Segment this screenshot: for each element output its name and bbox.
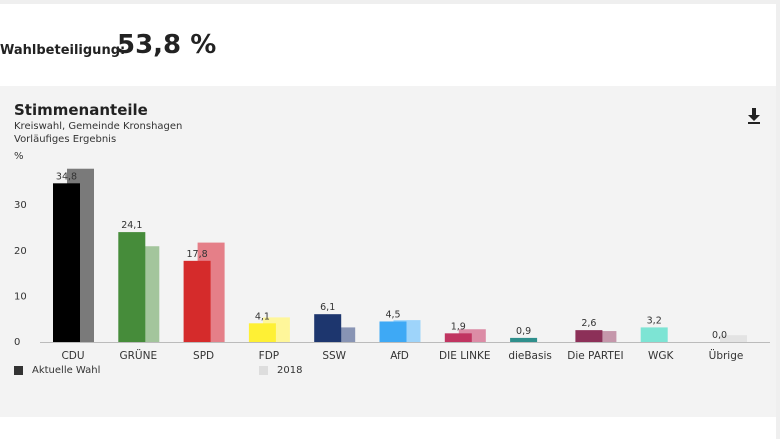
legend-previous[interactable]: 2018 bbox=[259, 365, 302, 376]
bar-current-fdp bbox=[248, 323, 276, 342]
legend-swatch-current bbox=[14, 366, 23, 375]
legend-swatch-previous bbox=[259, 366, 268, 375]
x-tick-label: DIE LINKE bbox=[439, 350, 490, 362]
data-label: 34,8 bbox=[56, 171, 77, 182]
data-label: 4,5 bbox=[385, 309, 400, 320]
bar-2018-übrige bbox=[720, 335, 747, 342]
y-tick-label: 20 bbox=[14, 246, 27, 257]
bar-current-ssw bbox=[314, 314, 342, 342]
x-tick-label: SSW bbox=[322, 350, 346, 362]
data-label: 6,1 bbox=[320, 302, 335, 313]
x-tick-label: WGK bbox=[648, 350, 675, 362]
turnout-label: Wahlbeteiligung: bbox=[0, 43, 126, 58]
y-tick-label: 10 bbox=[14, 291, 27, 302]
turnout-value: 53,8 % bbox=[117, 30, 217, 60]
bottom-strip bbox=[0, 417, 776, 439]
x-tick-label: SPD bbox=[193, 350, 214, 362]
bar-chart: 0 10 20 30 34,8 CDU 24,1 GRÜNE 17,8 SPD 4,1 FDP 6,1 S… bbox=[14, 168, 770, 362]
bar-current-cdu bbox=[53, 183, 80, 342]
chart-subtitle-status: Vorläufiges Ergebnis bbox=[14, 134, 117, 145]
data-label: 1,9 bbox=[451, 321, 466, 332]
chart-title: Stimmenanteile bbox=[14, 101, 148, 119]
x-tick-label: Die PARTEI bbox=[567, 350, 623, 362]
data-label: 0,9 bbox=[516, 326, 531, 337]
download-icon[interactable] bbox=[746, 107, 762, 125]
x-tick-label: FDP bbox=[259, 350, 279, 362]
x-tick-label: CDU bbox=[61, 350, 84, 362]
y-tick-label: 30 bbox=[14, 200, 27, 211]
data-label: 4,1 bbox=[255, 311, 270, 322]
legend-label-previous: 2018 bbox=[277, 365, 303, 376]
y-axis-unit: % bbox=[14, 151, 24, 162]
turnout-panel bbox=[0, 4, 776, 86]
bar-current-afd bbox=[379, 321, 407, 342]
x-tick-label: GRÜNE bbox=[119, 349, 157, 362]
x-tick-label: dieBasis bbox=[508, 350, 552, 362]
bar-current-diebasis bbox=[510, 337, 538, 342]
data-label: 24,1 bbox=[121, 220, 142, 231]
chart-subtitle-election: Kreiswahl, Gemeinde Kronshagen bbox=[14, 121, 183, 132]
bar-current-die-partei bbox=[575, 330, 603, 342]
legend-label-current: Aktuelle Wahl bbox=[32, 365, 101, 376]
bar-current-grüne bbox=[118, 232, 146, 342]
data-label: 17,8 bbox=[187, 249, 208, 260]
bar-current-die-linke bbox=[444, 333, 472, 342]
data-label: 0,0 bbox=[712, 330, 727, 341]
y-tick-label: 0 bbox=[14, 337, 20, 348]
bar-current-wgk bbox=[640, 327, 668, 342]
x-tick-label: Übrige bbox=[709, 349, 744, 362]
legend-current[interactable]: Aktuelle Wahl bbox=[14, 365, 100, 376]
data-label: 3,2 bbox=[647, 315, 662, 326]
data-label: 2,6 bbox=[581, 318, 596, 329]
x-tick-label: AfD bbox=[390, 350, 409, 362]
bar-current-spd bbox=[183, 260, 211, 342]
bar-2018-die-partei bbox=[589, 331, 617, 342]
